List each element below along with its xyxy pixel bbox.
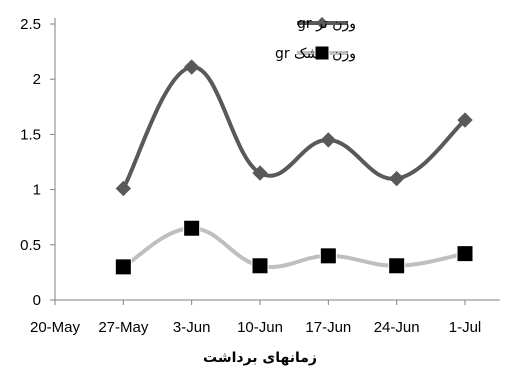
data-point <box>320 132 337 148</box>
series-1 <box>115 59 473 197</box>
y-tick-label: 1 <box>33 182 41 199</box>
data-point <box>115 180 132 197</box>
x-tick-label: 27-May <box>98 319 149 336</box>
data-point <box>457 112 473 128</box>
data-point <box>183 219 201 237</box>
series-2 <box>114 219 474 276</box>
series-line <box>122 226 466 269</box>
legend-item-2: وزن خشک gr <box>275 45 356 62</box>
data-point <box>251 257 269 275</box>
series-line <box>121 65 467 190</box>
x-tick-label: 24-Jun <box>374 319 420 336</box>
legend-marker <box>314 45 330 61</box>
x-axis-title: زمانهای برداشت <box>203 350 317 366</box>
x-tick-label: 17-Jun <box>305 319 351 336</box>
legend-item-1: وزن تر gr <box>297 16 356 32</box>
y-tick-label: 0 <box>33 292 41 309</box>
data-point <box>114 258 132 276</box>
data-point <box>183 59 200 75</box>
data-point <box>388 257 406 275</box>
y-tick-label: 2 <box>33 71 41 88</box>
legend: وزن تر gr وزن خشک gr <box>275 16 356 62</box>
y-tick-label: 0.5 <box>20 237 41 254</box>
legend-label: وزن تر gr <box>297 16 356 32</box>
x-tick-label: 20-May <box>30 319 81 336</box>
y-tick-label: 2.5 <box>20 16 41 33</box>
data-point <box>252 165 268 181</box>
y-tick-label: 1.5 <box>20 126 41 143</box>
x-tick-label: 1-Jul <box>449 319 482 336</box>
data-point <box>456 245 474 263</box>
legend-marker <box>316 17 328 29</box>
x-tick-label: 3-Jun <box>173 319 211 336</box>
legend-label: وزن خشک gr <box>275 46 356 62</box>
data-point <box>388 170 405 187</box>
x-tick-label: 10-Jun <box>237 319 283 336</box>
data-point <box>319 247 337 265</box>
series-layer <box>114 59 474 276</box>
axes: 0 0.5 1 1.5 2 2.5 20-May 27-May 3-Jun 10-Jun 17-Ju… <box>20 16 500 336</box>
